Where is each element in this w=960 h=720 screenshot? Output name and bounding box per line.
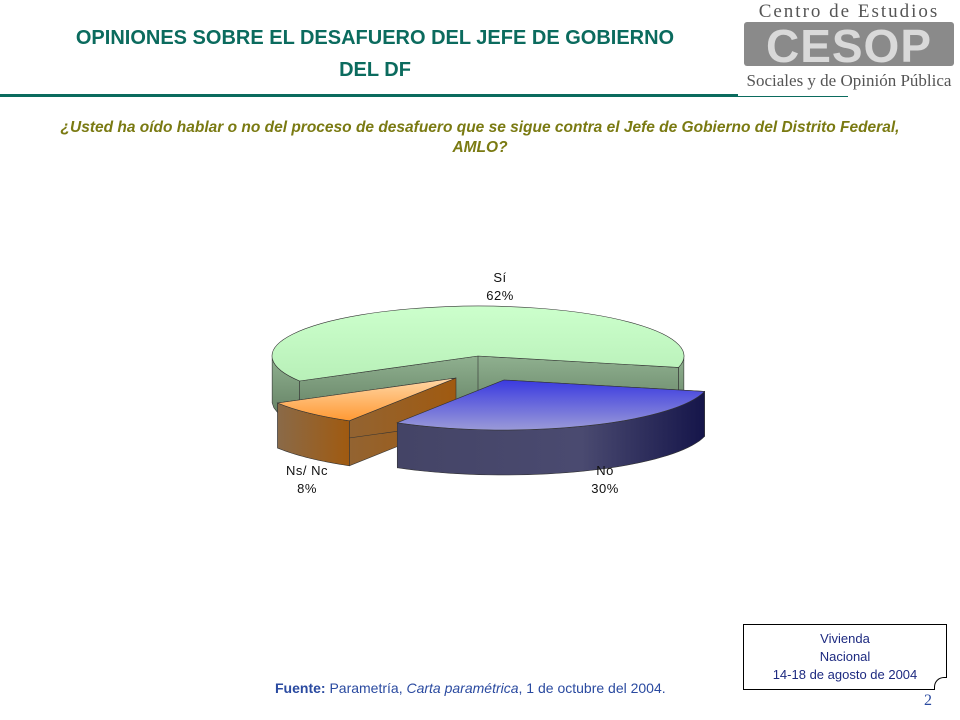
slice-label-nsnc: Ns/ Nc [286, 463, 328, 478]
pie-slice-no [396, 379, 706, 476]
source-publication: Carta paramétrica [406, 680, 519, 696]
pie-slice-top [276, 377, 457, 422]
slice-label-no: No [596, 463, 614, 478]
slice-label-s: Sí [493, 270, 506, 285]
title-divider [0, 94, 848, 97]
source-citation: Fuente: Parametría, Carta paramétrica, 1… [275, 680, 666, 696]
survey-question: ¿Usted ha oído hablar o no del proceso d… [60, 119, 900, 156]
note-line2: Nacional [819, 649, 871, 664]
note-line3: 14-18 de agosto de 2004 [772, 667, 918, 682]
pie-slice-nsnc [276, 377, 457, 467]
slice-value-no: 30% [591, 481, 619, 496]
logo-line1: Centro de Estudios [759, 1, 940, 22]
source-text2: , 1 de octubre del 2004. [518, 680, 666, 696]
note-line1: Vivienda [820, 631, 870, 646]
pie-slice-top [396, 379, 706, 431]
methodology-note: Vivienda Nacional 14-18 de agosto de 200… [743, 624, 947, 690]
source-text1: Parametría, [325, 680, 407, 696]
slice-value-nsnc: 8% [297, 481, 317, 496]
logo-mark: CESOP [766, 20, 932, 72]
cesop-logo: Centro de Estudios CESOP Sociales y de O… [738, 0, 960, 96]
slide-title: OPINIONES SOBRE EL DESAFUERO DEL JEFE DE… [75, 27, 675, 81]
page-curl [934, 677, 947, 690]
logo-line2: Sociales y de Opinión Pública [747, 71, 952, 90]
slice-value-s: 62% [486, 288, 514, 303]
pie-slice-top [271, 305, 685, 382]
source-label: Fuente: [275, 680, 326, 696]
page-number: 2 [924, 692, 932, 709]
